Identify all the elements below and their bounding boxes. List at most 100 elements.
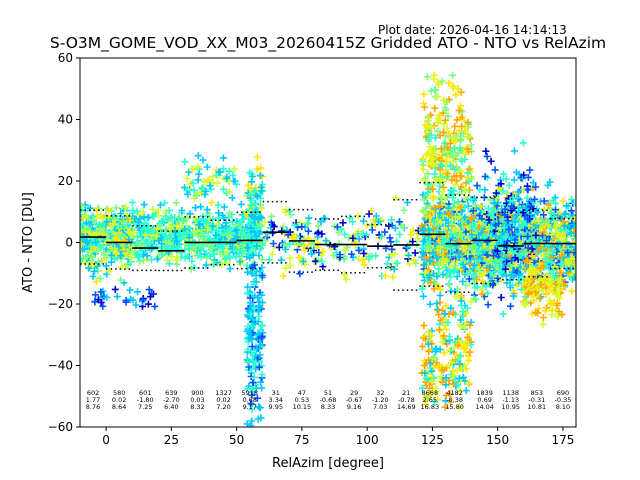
data-point bbox=[567, 255, 575, 263]
bin-mean-label: -0.31 bbox=[528, 396, 545, 404]
data-point bbox=[238, 228, 245, 236]
data-point bbox=[518, 221, 526, 229]
data-point bbox=[535, 305, 543, 313]
data-point bbox=[426, 245, 434, 253]
data-point bbox=[355, 235, 363, 243]
data-point bbox=[522, 279, 530, 287]
data-point bbox=[486, 263, 494, 271]
data-point bbox=[531, 195, 539, 203]
data-point bbox=[333, 223, 341, 231]
data-point bbox=[444, 244, 451, 252]
data-point bbox=[451, 122, 459, 130]
data-point bbox=[133, 232, 141, 240]
data-point bbox=[301, 246, 308, 254]
chart-title: S-O3M_GOME_VOD_XX_M03_20260415Z Gridded … bbox=[49, 34, 607, 52]
data-point bbox=[507, 233, 515, 241]
data-point bbox=[339, 219, 347, 227]
data-point bbox=[148, 243, 156, 251]
data-point bbox=[457, 352, 465, 360]
data-point bbox=[551, 263, 559, 271]
data-point bbox=[441, 225, 449, 233]
data-point bbox=[511, 254, 519, 262]
data-point bbox=[113, 250, 120, 258]
data-point bbox=[80, 202, 86, 210]
bin-std-label: 10.81 bbox=[528, 403, 547, 411]
data-point bbox=[282, 246, 290, 253]
data-point bbox=[291, 221, 299, 229]
data-point bbox=[501, 254, 509, 262]
data-point bbox=[221, 255, 229, 263]
data-point bbox=[136, 241, 144, 248]
bin-count-label: 601 bbox=[139, 389, 151, 397]
data-point bbox=[435, 237, 443, 245]
data-point bbox=[256, 404, 264, 412]
data-point bbox=[244, 345, 252, 353]
bin-mean-label: -0.38 bbox=[446, 396, 463, 404]
data-point bbox=[525, 236, 533, 244]
data-point bbox=[436, 243, 444, 251]
data-point bbox=[155, 237, 163, 244]
data-point bbox=[181, 254, 189, 262]
data-point bbox=[243, 420, 251, 427]
bin-count-label: 580 bbox=[113, 389, 125, 397]
data-point bbox=[381, 272, 389, 280]
bin-count-label: 32 bbox=[376, 389, 384, 397]
data-point bbox=[519, 139, 527, 147]
data-point bbox=[525, 289, 533, 297]
data-point bbox=[147, 290, 155, 297]
data-point bbox=[451, 375, 459, 383]
data-point bbox=[547, 258, 555, 266]
data-point bbox=[432, 359, 440, 367]
data-point bbox=[424, 170, 432, 178]
data-point bbox=[430, 218, 438, 226]
data-point bbox=[258, 321, 266, 329]
data-point bbox=[372, 212, 380, 220]
x-tick-label: 100 bbox=[356, 433, 379, 447]
data-point bbox=[481, 232, 489, 240]
data-point bbox=[421, 103, 428, 111]
data-point bbox=[455, 253, 463, 261]
data-point bbox=[535, 276, 543, 284]
data-point bbox=[256, 172, 264, 180]
data-point bbox=[99, 302, 107, 310]
data-point bbox=[427, 87, 435, 95]
data-point bbox=[438, 338, 446, 346]
data-point bbox=[544, 249, 552, 257]
data-point bbox=[465, 259, 473, 267]
data-point bbox=[246, 169, 254, 177]
data-point bbox=[92, 238, 100, 246]
data-point bbox=[433, 254, 441, 262]
y-tick-label: −20 bbox=[48, 297, 73, 311]
bin-mean-label: -2.70 bbox=[163, 396, 180, 404]
data-point bbox=[100, 251, 108, 259]
data-point bbox=[447, 262, 455, 270]
data-point bbox=[422, 400, 430, 408]
data-point bbox=[506, 284, 514, 291]
data-point bbox=[396, 218, 404, 226]
data-point bbox=[426, 384, 434, 392]
data-point bbox=[547, 275, 555, 283]
data-point bbox=[420, 176, 428, 184]
data-point bbox=[203, 177, 211, 185]
data-point bbox=[221, 226, 228, 233]
data-point bbox=[473, 238, 481, 246]
data-point bbox=[509, 193, 517, 201]
data-point bbox=[428, 181, 435, 189]
data-point bbox=[567, 229, 575, 237]
data-point bbox=[436, 194, 444, 201]
data-point bbox=[449, 82, 457, 90]
data-point bbox=[437, 373, 445, 381]
bin-std-label: 7.03 bbox=[373, 403, 387, 411]
data-point bbox=[492, 189, 500, 197]
data-point bbox=[501, 233, 509, 241]
data-point bbox=[184, 190, 192, 198]
data-point bbox=[443, 169, 451, 177]
data-point bbox=[317, 218, 325, 226]
data-point bbox=[270, 223, 278, 231]
data-point bbox=[191, 214, 199, 222]
data-point bbox=[172, 199, 180, 207]
data-point bbox=[435, 307, 442, 314]
data-point bbox=[232, 253, 240, 261]
data-point bbox=[549, 247, 557, 255]
data-point bbox=[82, 211, 90, 219]
